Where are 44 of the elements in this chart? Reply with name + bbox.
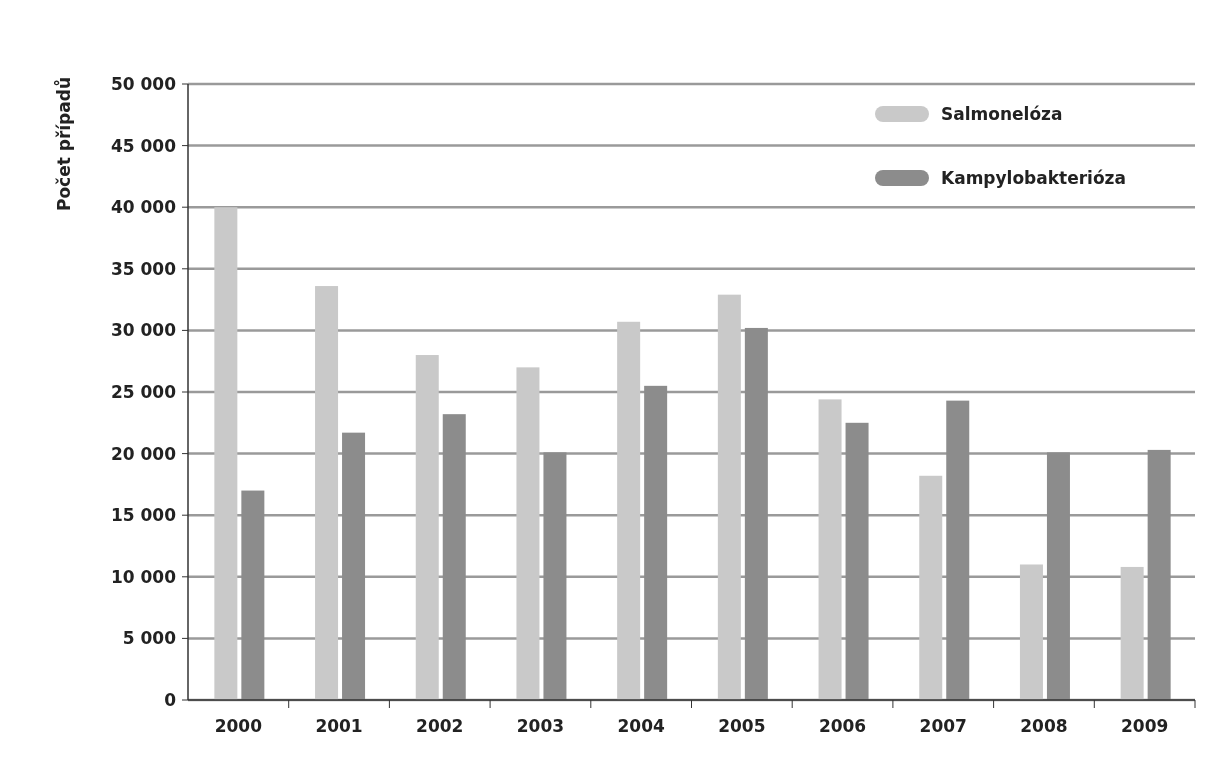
x-tick-label: 2004 [617, 716, 665, 736]
legend-label: Salmonelóza [941, 103, 1063, 124]
bar [516, 367, 540, 700]
y-tick-label: 0 [164, 689, 177, 710]
y-tick-label: 40 000 [110, 197, 177, 218]
bar [1046, 452, 1070, 700]
x-tick-label: 2007 [919, 716, 967, 736]
y-tick-label: 20 000 [110, 443, 177, 464]
x-tick-label: 2000 [214, 716, 263, 736]
bar [543, 452, 567, 700]
bar [644, 385, 668, 700]
y-tick-label: 45 000 [110, 135, 177, 156]
y-tick-label: 35 000 [110, 258, 177, 279]
y-axis-title: Počet případů [53, 76, 74, 212]
bar [617, 321, 641, 700]
bar [744, 327, 768, 700]
bar [342, 432, 366, 700]
x-tick-label: 2003 [516, 716, 565, 736]
bar [315, 286, 339, 700]
bar [845, 422, 869, 700]
y-tick-label: 50 000 [110, 73, 177, 94]
bar [1120, 566, 1144, 700]
bar [946, 400, 970, 700]
bar [415, 355, 439, 700]
bar [1147, 449, 1171, 700]
legend-label: Kampylobakterióza [941, 167, 1126, 188]
x-tick-label: 2009 [1120, 716, 1169, 736]
bar [919, 475, 943, 700]
x-tick-label: 2006 [818, 716, 867, 736]
bar [241, 490, 265, 700]
y-tick-label: 25 000 [110, 381, 177, 402]
bar [214, 207, 238, 700]
x-tick-label: 2005 [718, 716, 766, 736]
y-tick-label: 5 000 [122, 628, 177, 649]
x-tick-label: 2008 [1020, 716, 1068, 736]
bar [818, 399, 842, 700]
bar [717, 294, 741, 700]
y-tick-label: 15 000 [110, 505, 177, 526]
bar [442, 414, 466, 700]
y-tick-label: 10 000 [110, 566, 177, 587]
bar [1019, 564, 1043, 700]
x-tick-label: 2001 [315, 716, 363, 736]
x-tick-label: 2002 [416, 716, 464, 736]
y-tick-label: 30 000 [110, 320, 177, 341]
